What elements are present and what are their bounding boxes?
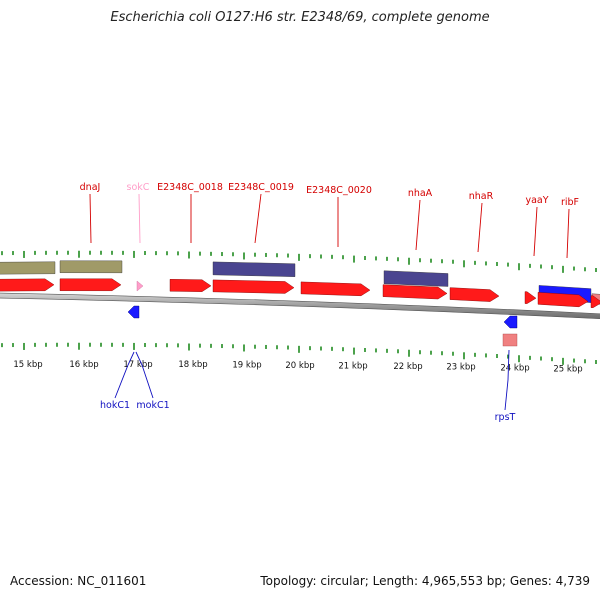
- leader-line: [254, 193, 262, 244]
- scale-label: 22 kbp: [393, 362, 422, 372]
- gene-arrow-forward: [382, 284, 448, 300]
- scale-label: 25 kbp: [553, 365, 582, 375]
- scale-label: 23 kbp: [446, 363, 475, 373]
- gene-label-hokC1[interactable]: hokC1: [100, 400, 130, 411]
- gene-label-E2348C_0020[interactable]: E2348C_0020: [306, 185, 372, 196]
- gene-label-dnaJ[interactable]: dnaJ: [80, 182, 101, 193]
- leader-line: [566, 208, 570, 259]
- leader-line: [135, 351, 154, 399]
- gene-arrow-forward: [300, 281, 371, 297]
- salmon-gene-box: [502, 333, 518, 347]
- genome-title: Escherichia coli O127:H6 str. E2348/69, …: [110, 10, 490, 25]
- gene-arrow-forward: [590, 295, 600, 308]
- gene-arrow-forward: [0, 278, 55, 292]
- gene-label-nhaR[interactable]: nhaR: [469, 191, 494, 202]
- gene-arrow-forward: [169, 279, 212, 292]
- gene-arrow-reverse: [503, 315, 518, 329]
- scale-label: 18 kbp: [178, 360, 207, 370]
- gene-label-E2348C_0018[interactable]: E2348C_0018: [157, 182, 223, 193]
- gene-arrow-forward: [524, 291, 537, 304]
- accession-text: Accession: NC_011601: [10, 574, 147, 588]
- sokC-gene-arrow: [136, 280, 144, 292]
- feature-labels[interactable]: dnaJ sokC E2348C_0018 E2348C_0019 E2348C_002…: [80, 182, 579, 423]
- scale-label: 24 kbp: [500, 364, 529, 374]
- leader-line: [138, 193, 141, 244]
- olive-gene-box: [0, 261, 56, 275]
- scale-label: 19 kbp: [232, 360, 261, 370]
- gene-arrow-forward: [59, 278, 122, 292]
- navy-gene-box: [212, 261, 296, 277]
- upper-tick-row: [1, 250, 597, 273]
- gene-label-sokC[interactable]: sokC: [127, 182, 150, 193]
- gene-label-nhaA[interactable]: nhaA: [408, 188, 433, 199]
- scale-label: 16 kbp: [69, 360, 98, 370]
- lower-tick-row: [1, 342, 597, 365]
- scale-label: 20 kbp: [285, 361, 314, 371]
- leader-line: [504, 349, 510, 411]
- genome-axis: [0, 292, 600, 320]
- gene-label-mokC1[interactable]: mokC1: [136, 400, 169, 411]
- leader-line: [533, 206, 538, 257]
- leader-line: [89, 193, 92, 244]
- topology-text: Topology: circular; Length: 4,965,553 bp…: [260, 574, 590, 588]
- gene-arrow-forward: [537, 292, 589, 308]
- feature-tracks: [0, 260, 600, 347]
- gene-label-yaaY[interactable]: yaaY: [525, 195, 548, 206]
- gene-label-E2348C_0019[interactable]: E2348C_0019: [228, 182, 294, 193]
- kbp-scale: 15 kbp 16 kbp 17 kbp 18 kbp 19 kbp 20 kbp 21 k…: [13, 360, 582, 375]
- leader-line: [415, 199, 421, 251]
- scale-label: 21 kbp: [338, 361, 367, 371]
- leader-line: [114, 351, 135, 399]
- gene-arrow-reverse: [127, 305, 140, 319]
- gene-arrow-forward: [449, 287, 500, 302]
- leader-line: [477, 202, 483, 253]
- scale-label: 15 kbp: [13, 360, 42, 370]
- navy-gene-box: [383, 270, 449, 287]
- olive-gene-box: [59, 260, 123, 274]
- gene-arrow-forward: [212, 279, 295, 294]
- scale-label: 17 kbp: [123, 360, 152, 370]
- gene-label-rpsT[interactable]: rpsT: [495, 412, 516, 423]
- label-leaders: [89, 193, 570, 411]
- gene-label-ribF[interactable]: ribF: [561, 197, 579, 208]
